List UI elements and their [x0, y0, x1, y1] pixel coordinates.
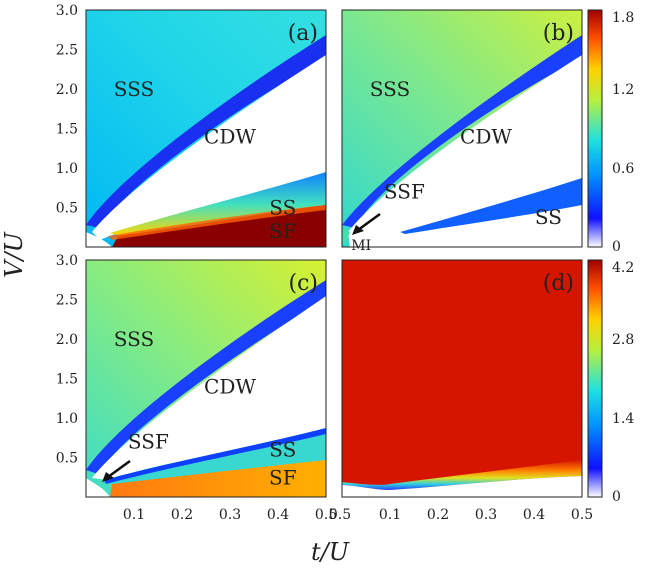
- y-tick-label: 0.5: [56, 451, 78, 467]
- panel-a-ss-region: [110, 172, 326, 236]
- region-label: SSF: [384, 180, 425, 204]
- colorbar-tick-label: 1.2: [612, 82, 634, 98]
- x-tick-label: 0.5: [329, 507, 351, 523]
- y-tick-label: 1.0: [56, 161, 78, 177]
- panel-a-bottom-white: [86, 232, 112, 247]
- region-label: SSS: [114, 327, 154, 351]
- x-tick-label: 0.4: [267, 507, 289, 523]
- panel-a: [86, 10, 326, 247]
- panel-b: [342, 10, 582, 247]
- y-tick-label: 3.0: [56, 3, 78, 19]
- x-tick-label: 0.3: [475, 507, 497, 523]
- colorbar-top: [587, 9, 603, 248]
- x-tick-label: 0.3: [219, 507, 241, 523]
- x-tick-label: 0.5: [315, 507, 337, 523]
- panel-c-cdw-boundary-band: [86, 280, 326, 474]
- colorbar-tick-label: 1.4: [612, 411, 634, 427]
- panel-c-frame: [85, 259, 327, 498]
- colorbar-tick-label: 0: [612, 489, 621, 505]
- region-label: SF: [269, 465, 297, 489]
- y-tick-label: 1.5: [56, 122, 78, 138]
- region-label: MI: [351, 238, 371, 254]
- region-label: SS: [269, 196, 296, 220]
- colorbar-tick-label: 0.6: [612, 161, 634, 177]
- panel-d-frame: [341, 259, 583, 498]
- y-tick-label: 2.5: [56, 293, 78, 309]
- panel-c-ssf-arrow: [102, 459, 131, 482]
- x-tick-label: 0.5: [571, 507, 593, 523]
- x-axis-title: t/U: [311, 538, 350, 566]
- region-label: SSF: [128, 430, 169, 454]
- panel-labels: (a) (b) (c) (d): [288, 21, 574, 296]
- y-tick-label: 2.0: [56, 332, 78, 348]
- panel-a-frame: [85, 9, 327, 248]
- panel-label: (c): [289, 271, 319, 296]
- panel-a-cdw-boundary-band: [86, 35, 326, 228]
- panel-c-sf-region: [110, 460, 326, 497]
- y-tick-label: 2.0: [56, 82, 78, 98]
- y-tick-label: 1.0: [56, 411, 78, 427]
- colorbar-bottom: [587, 259, 603, 498]
- region-label: SSS: [114, 77, 154, 101]
- region-label: SSS: [370, 77, 410, 101]
- x-tick-label: 0.2: [171, 507, 193, 523]
- y-tick-label: 3.0: [56, 253, 78, 269]
- region-label: CDW: [204, 124, 256, 148]
- panel-label: (b): [543, 21, 574, 46]
- region-label: SF: [269, 219, 297, 243]
- panel-d: [342, 260, 582, 497]
- y-tick-label: 2.5: [56, 43, 78, 59]
- region-label: SS: [269, 438, 296, 462]
- region-label: CDW: [460, 124, 512, 148]
- axis-ticks: 0.5 1.0 1.5 2.0 2.5 3.0 0.5 1.0 1.5 2.0 2.5 3.0 0.1 0…: [56, 3, 593, 523]
- x-tick-label: 0.1: [123, 507, 145, 523]
- colorbar-ticks: 0 0.6 1.2 1.8 0 1.4 2.8 4.2: [612, 10, 634, 505]
- y-tick-label: 1.5: [56, 372, 78, 388]
- x-tick-label: 0.1: [379, 507, 401, 523]
- panel-b-frame: [341, 9, 583, 248]
- panel-a-sf-rim: [108, 205, 326, 240]
- panel-b-mi-arrow: [352, 212, 381, 235]
- colorbar-tick-label: 1.8: [612, 10, 634, 26]
- panel-d-bottom-white: [342, 476, 582, 497]
- colorbar-tick-label: 4.2: [612, 260, 634, 276]
- panel-c: [86, 260, 326, 497]
- panel-b-ss-region: [400, 178, 582, 234]
- region-label: CDW: [204, 374, 256, 398]
- region-label: SS: [535, 205, 562, 229]
- panel-c-bottom-white: [86, 478, 110, 497]
- panel-label: (d): [543, 271, 574, 296]
- x-tick-label: 0.2: [427, 507, 449, 523]
- panel-c-ss-rim: [104, 428, 326, 484]
- y-axis-title: V/U: [0, 231, 28, 277]
- colorbar-tick-label: 2.8: [612, 332, 634, 348]
- x-tick-label: 0.4: [523, 507, 545, 523]
- panel-a-cdw-region: [92, 55, 326, 240]
- panel-c-cdw-region: [92, 296, 326, 480]
- panel-d-edge-band: [342, 460, 582, 490]
- panel-label: (a): [288, 21, 318, 46]
- panel-b-cdw-boundary-band: [342, 35, 582, 228]
- panel-b-mi-region: [342, 228, 350, 244]
- y-tick-label: 0.5: [56, 201, 78, 217]
- colorbar-tick-label: 0: [612, 239, 621, 255]
- panel-d-region: [342, 260, 582, 497]
